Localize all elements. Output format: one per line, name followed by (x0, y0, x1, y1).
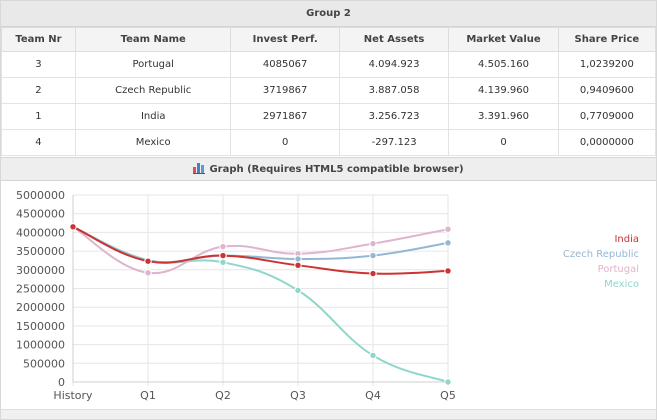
data-point-india (294, 261, 302, 270)
line-chart: 0 500000 1000000 1500000 2000000 2500000 30000… (16, 189, 456, 402)
data-point-india (69, 223, 77, 231)
cell-share-price: 0,7709000 (557, 103, 657, 130)
x-tick-label: History (53, 389, 93, 402)
data-point-mexico (219, 258, 227, 267)
chart-legend: India Czech Republic Portugal Mexico (561, 232, 639, 292)
table-header-row: Team Nr Team Name Invest Perf. Net Asset… (1, 27, 657, 52)
data-point-portugal (144, 269, 152, 277)
table-row: 2 Czech Republic 3719867 3.887.058 4.139… (1, 77, 657, 104)
y-tick-label: 2500000 (16, 283, 65, 296)
cell-market-value: 0 (448, 129, 559, 156)
cell-market-value: 3.391.960 (448, 103, 559, 130)
column-header-team-nr[interactable]: Team Nr (1, 27, 76, 52)
table-row: 4 Mexico 0 -297.123 0 0,0000000 (1, 129, 657, 156)
x-tick-label: Q3 (290, 389, 306, 402)
y-tick-label: 1500000 (16, 320, 65, 333)
data-point-india (369, 269, 377, 278)
cell-invest-perf: 3719867 (230, 77, 340, 104)
column-header-team-name[interactable]: Team Name (74, 27, 232, 52)
series-line-mexico (72, 225, 449, 383)
y-tick-label: 3500000 (16, 245, 65, 258)
group-title: Group 2 (1, 1, 656, 27)
cell-invest-perf: 0 (230, 129, 340, 156)
y-tick-label: 2000000 (16, 301, 65, 314)
data-point-mexico (294, 286, 302, 295)
y-tick-label: 500000 (23, 357, 65, 370)
data-point-portugal (369, 239, 377, 248)
y-tick-label: 4000000 (16, 226, 65, 239)
column-header-invest-perf[interactable]: Invest Perf. (230, 27, 340, 52)
cell-share-price: 0,9409600 (557, 77, 657, 104)
column-header-share-price[interactable]: Share Price (557, 27, 657, 52)
graph-header-label: Graph (Requires HTML5 compatible browser… (209, 164, 464, 175)
cell-net-assets: 3.887.058 (338, 77, 450, 104)
legend-item: Czech Republic (562, 249, 639, 260)
cell-team-name: Mexico (74, 129, 232, 156)
series-line-india (72, 225, 449, 275)
cell-invest-perf: 4085067 (230, 51, 340, 78)
cell-team-name: India (74, 103, 232, 130)
cell-invest-perf: 2971867 (230, 103, 340, 130)
data-point-portugal (219, 242, 227, 251)
x-tick-label: Q2 (215, 389, 231, 402)
legend-item: Portugal (597, 264, 639, 275)
legend-item: Mexico (604, 279, 639, 290)
cell-team-nr: 4 (1, 129, 76, 156)
data-point-czech-republic (444, 239, 452, 247)
data-point-india (144, 257, 152, 265)
bottom-bar (1, 409, 656, 419)
cell-net-assets: 4.094.923 (338, 51, 450, 78)
x-tick-label: Q4 (365, 389, 381, 402)
data-point-czech-republic (369, 251, 377, 260)
cell-team-name: Portugal (74, 51, 232, 78)
cell-net-assets: -297.123 (338, 129, 450, 156)
series-line-portugal (72, 225, 449, 275)
table-row: 1 India 2971867 3.256.723 3.391.960 0,77… (1, 103, 657, 130)
data-point-mexico (369, 351, 377, 360)
y-tick-label: 5000000 (16, 189, 65, 202)
teams-table: Team Nr Team Name Invest Perf. Net Asset… (1, 27, 657, 156)
data-point-czech-republic (294, 255, 302, 263)
cell-market-value: 4.505.160 (448, 51, 559, 78)
legend-item: India (614, 234, 639, 245)
y-tick-label: 0 (58, 376, 65, 389)
column-header-market-value[interactable]: Market Value (448, 27, 559, 52)
x-tick-label: Q1 (140, 389, 156, 402)
y-tick-label: 4500000 (16, 208, 65, 221)
data-point-portugal (444, 225, 452, 233)
cell-team-nr: 2 (1, 77, 76, 104)
y-tick-label: 3000000 (16, 264, 65, 277)
cell-share-price: 1,0239200 (557, 51, 657, 78)
table-row: 3 Portugal 4085067 4.094.923 4.505.160 1… (1, 51, 657, 78)
graph-header: Graph (Requires HTML5 compatible browser… (1, 157, 656, 181)
cell-market-value: 4.139.960 (448, 77, 559, 104)
x-tick-label: Q5 (440, 389, 456, 402)
cell-team-nr: 1 (1, 103, 76, 130)
data-point-india (444, 267, 452, 275)
bar-chart-icon (193, 160, 206, 184)
cell-team-name: Czech Republic (74, 77, 232, 104)
cell-team-nr: 3 (1, 51, 76, 78)
y-tick-label: 1000000 (16, 339, 65, 352)
cell-share-price: 0,0000000 (557, 129, 657, 156)
column-header-net-assets[interactable]: Net Assets (338, 27, 450, 52)
data-point-mexico (444, 378, 452, 386)
data-point-india (219, 251, 227, 260)
cell-net-assets: 3.256.723 (338, 103, 450, 130)
